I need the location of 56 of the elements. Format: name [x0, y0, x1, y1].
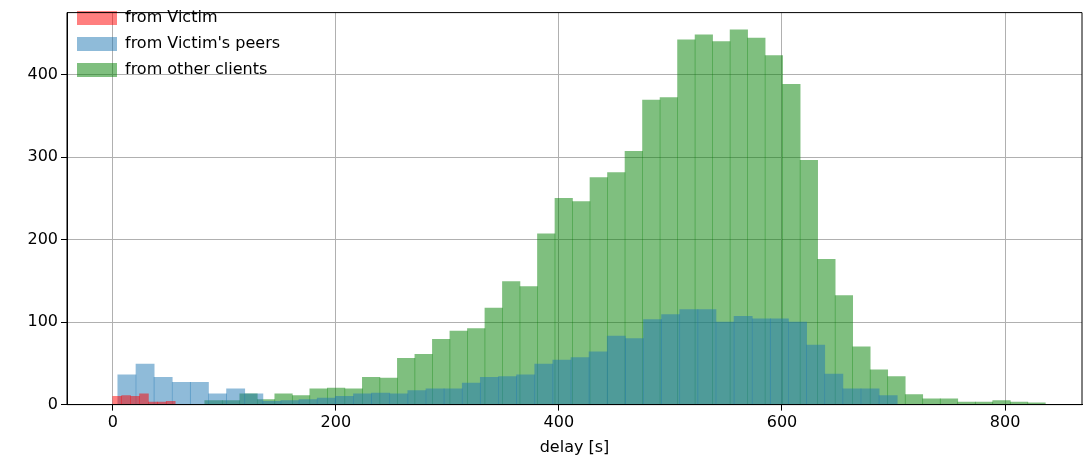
bar [479, 377, 499, 405]
x-tick-label: 200 [320, 412, 352, 432]
legend-label: from Victim's peers [125, 33, 281, 53]
bar [121, 395, 131, 405]
bar [407, 390, 427, 405]
bar [806, 344, 826, 405]
bar [371, 392, 391, 405]
bar [516, 374, 536, 405]
bar [769, 318, 789, 405]
bar [939, 398, 959, 405]
x-tick-label: 600 [766, 412, 798, 432]
y-tick-label: 100 [27, 311, 58, 331]
bar [334, 396, 354, 405]
bar [661, 314, 681, 405]
bar [534, 363, 554, 405]
bar [624, 338, 644, 405]
bar [751, 318, 771, 405]
bar [643, 319, 662, 405]
bar [679, 309, 699, 405]
y-tick-label: 0 [47, 393, 58, 413]
x-tick-label: 400 [543, 412, 575, 432]
bar [552, 359, 572, 405]
bar [570, 357, 590, 405]
bar [298, 399, 318, 405]
y-tick-label: 300 [27, 146, 58, 166]
bar [697, 309, 717, 405]
legend-label: from other clients [125, 59, 268, 79]
bar [878, 395, 898, 405]
bar [244, 393, 264, 405]
bar [425, 388, 445, 405]
bar [922, 398, 941, 405]
bar [153, 377, 173, 405]
bar [715, 321, 735, 405]
bar [139, 393, 149, 405]
bar [461, 382, 481, 405]
legend-label: from Victim [125, 7, 218, 27]
y-tick-label: 200 [27, 228, 58, 248]
bar [498, 376, 517, 405]
x-axis-title: delay [s] [539, 436, 610, 456]
bar [860, 388, 880, 405]
bar [443, 388, 463, 405]
bar [606, 335, 626, 405]
bar [824, 373, 844, 405]
bar [226, 388, 246, 405]
bar [842, 388, 862, 405]
bar [588, 351, 608, 405]
bar [165, 400, 176, 405]
x-tick-label: 0 [107, 412, 118, 432]
bar [189, 381, 209, 405]
bar [171, 381, 191, 405]
x-tick-label: 800 [989, 412, 1021, 432]
bar [733, 315, 753, 405]
y-tick-label: 400 [27, 63, 58, 83]
bar [992, 400, 1011, 405]
bar [788, 321, 807, 405]
bar [904, 394, 924, 405]
